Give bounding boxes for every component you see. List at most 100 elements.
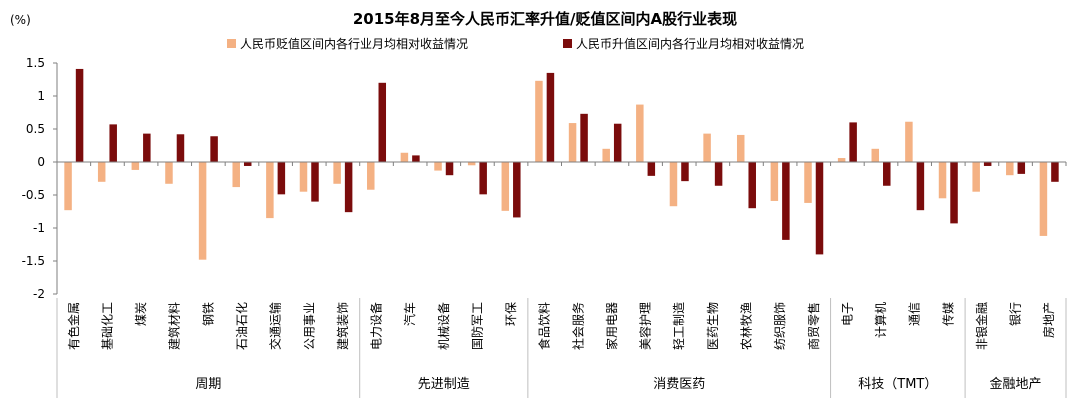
x-tick-label: 建筑装饰 bbox=[335, 302, 350, 350]
bar-appreciation bbox=[983, 162, 992, 166]
bar-appreciation bbox=[681, 162, 689, 182]
x-tick-label: 公用事业 bbox=[302, 302, 316, 350]
bar-devaluation bbox=[1039, 162, 1048, 236]
bar-appreciation bbox=[1051, 162, 1059, 182]
legend: 人民币贬值区间内各行业月均相对收益情况 人民币升值区间内各行业月均相对收益情况 bbox=[227, 36, 804, 51]
x-axis: 有色金属 基础化工 煤炭 建筑材料 钢铁 石油石化 交通运输 公用事业 建筑装饰 电力设备 汽车 机械… bbox=[56, 161, 1067, 350]
bar-devaluation bbox=[837, 158, 846, 162]
x-tick-label: 农林牧渔 bbox=[739, 302, 753, 350]
x-tick-label: 石油石化 bbox=[235, 302, 249, 350]
bar-devaluation bbox=[501, 162, 510, 211]
y-tick-label: -0.5 bbox=[22, 188, 45, 202]
x-tick-label: 家用电器 bbox=[604, 302, 619, 350]
group-label: 科技（TMT） bbox=[858, 377, 937, 392]
x-tick-label: 非银金融 bbox=[974, 302, 989, 350]
bar-appreciation bbox=[950, 162, 958, 224]
bar-appreciation bbox=[748, 162, 756, 209]
bar-appreciation bbox=[75, 68, 84, 162]
x-tick-label: 有色金属 bbox=[66, 302, 81, 350]
bar-appreciation bbox=[1017, 162, 1026, 174]
x-tick-label: 社会服务 bbox=[570, 302, 585, 350]
bar-devaluation bbox=[165, 162, 173, 184]
bar-appreciation bbox=[782, 162, 790, 240]
bar-devaluation bbox=[367, 162, 375, 190]
x-tick-label: 基础化工 bbox=[100, 302, 114, 350]
bar-devaluation bbox=[434, 162, 442, 171]
bar-devaluation bbox=[467, 162, 476, 166]
legend-swatch-appreciation bbox=[563, 39, 572, 48]
y-axis: 1.5 1 0.5 0 -0.5 -1 -1.5 -2 bbox=[22, 56, 58, 301]
bar-appreciation bbox=[412, 155, 420, 162]
y-tick-label: 1.5 bbox=[26, 56, 45, 70]
bar-appreciation bbox=[210, 136, 218, 162]
bar-appreciation bbox=[277, 162, 286, 195]
x-tick-label: 电力设备 bbox=[370, 302, 384, 350]
x-tick-label: 通信 bbox=[908, 302, 922, 326]
bar-appreciation bbox=[916, 162, 925, 211]
x-tick-label: 美容护理 bbox=[638, 302, 653, 350]
bar-appreciation bbox=[613, 123, 622, 162]
x-tick-label: 环保 bbox=[504, 302, 518, 326]
bar-devaluation bbox=[905, 121, 913, 162]
bar-appreciation bbox=[378, 82, 387, 162]
x-tick-label: 轻工制造 bbox=[672, 302, 686, 350]
x-tick-label: 交通运输 bbox=[268, 302, 283, 350]
bar-appreciation bbox=[243, 162, 252, 166]
bar-appreciation bbox=[479, 162, 487, 195]
group-label: 先进制造 bbox=[418, 377, 470, 392]
bar-appreciation bbox=[883, 162, 891, 186]
x-tick-label: 房地产 bbox=[1041, 302, 1056, 338]
x-tick-label: 银行 bbox=[1009, 302, 1023, 326]
bar-appreciation bbox=[513, 162, 521, 218]
bar-devaluation bbox=[400, 152, 409, 162]
bar-devaluation bbox=[972, 162, 980, 192]
x-tick-label: 汽车 bbox=[402, 302, 417, 326]
bar-devaluation bbox=[804, 162, 812, 203]
bar-devaluation bbox=[736, 134, 745, 162]
bar-devaluation bbox=[266, 162, 274, 219]
x-tick-label: 医药生物 bbox=[706, 302, 720, 350]
bar-appreciation bbox=[815, 162, 824, 255]
bar-devaluation bbox=[602, 148, 610, 162]
x-tick-label: 电子 bbox=[840, 302, 854, 326]
legend-label-devaluation: 人民币贬值区间内各行业月均相对收益情况 bbox=[240, 36, 468, 51]
bar-devaluation bbox=[299, 162, 308, 192]
y-tick-label: 1 bbox=[37, 89, 45, 103]
group-label: 金融地产 bbox=[990, 376, 1042, 392]
bar-appreciation bbox=[849, 122, 857, 162]
bar-devaluation bbox=[770, 162, 779, 201]
category-groups: 周期 先进制造 消费医药 科技（TMT） 金融地产 bbox=[56, 298, 1067, 398]
bar-appreciation bbox=[714, 162, 723, 186]
x-tick-label: 机械设备 bbox=[436, 302, 451, 350]
bar-appreciation bbox=[311, 162, 319, 202]
bar-devaluation bbox=[232, 162, 240, 188]
x-tick-label: 传媒 bbox=[940, 302, 955, 326]
bar-appreciation bbox=[109, 124, 117, 162]
x-tick-label: 商贸零售 bbox=[806, 302, 821, 350]
x-tick-label: 计算机 bbox=[873, 302, 888, 338]
bars bbox=[64, 68, 1059, 260]
bar-appreciation bbox=[143, 133, 151, 162]
x-tick-label: 煤炭 bbox=[134, 302, 148, 326]
y-axis-unit: (%) bbox=[10, 13, 31, 27]
bar-appreciation bbox=[344, 162, 353, 213]
bar-appreciation bbox=[176, 134, 185, 162]
legend-swatch-devaluation bbox=[227, 39, 236, 48]
x-tick-label: 国防军工 bbox=[469, 302, 484, 350]
bar-devaluation bbox=[131, 162, 140, 170]
bar-devaluation bbox=[535, 80, 543, 162]
bar-appreciation bbox=[647, 162, 656, 176]
bar-devaluation bbox=[568, 123, 577, 162]
bar-devaluation bbox=[198, 162, 207, 260]
bar-appreciation bbox=[546, 72, 555, 162]
y-tick-label: -1 bbox=[33, 221, 45, 235]
x-tick-label: 建筑材料 bbox=[167, 302, 182, 350]
legend-label-appreciation: 人民币升值区间内各行业月均相对收益情况 bbox=[576, 36, 804, 51]
y-tick-label: -2 bbox=[33, 287, 45, 301]
bar-devaluation bbox=[333, 162, 341, 184]
bar-devaluation bbox=[871, 148, 880, 162]
bar-devaluation bbox=[97, 162, 106, 182]
group-label: 消费医药 bbox=[653, 377, 705, 392]
bar-devaluation bbox=[1006, 162, 1014, 176]
